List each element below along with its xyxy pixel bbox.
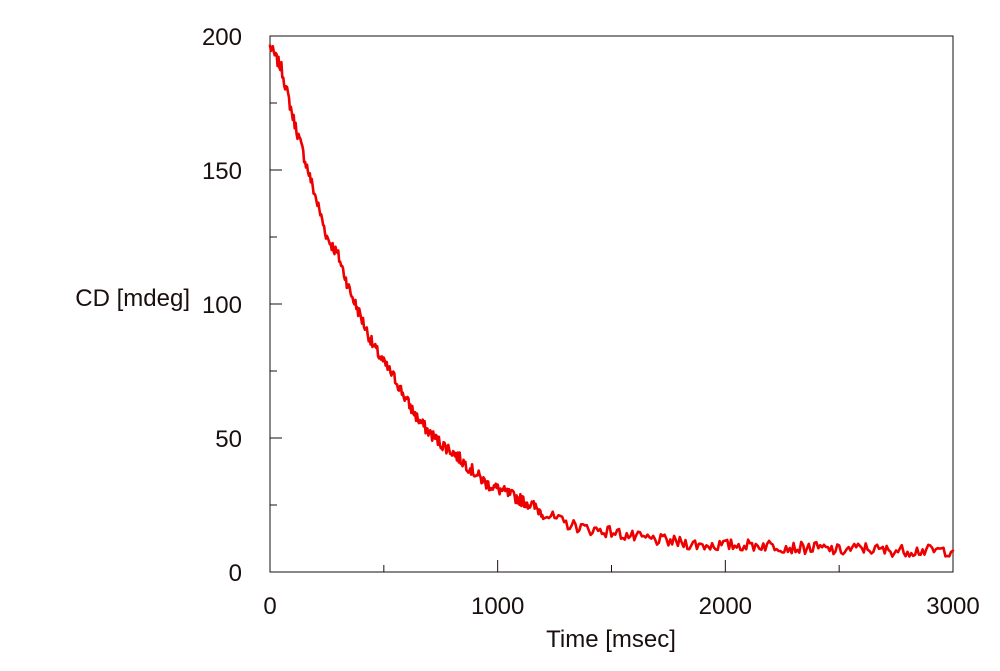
plot-frame (269, 35, 954, 573)
axis-tick-labels: 0 1000 2000 3000 0 50 100 150 200 (202, 24, 980, 620)
y-tick-label: 150 (202, 158, 242, 185)
y-tick-label: 50 (215, 426, 242, 453)
y-tick-label: 0 (229, 560, 242, 587)
x-tick-label: 0 (263, 593, 276, 620)
axis-ticks (270, 102, 840, 572)
y-tick-label: 100 (202, 292, 242, 319)
x-tick-label: 1000 (471, 593, 524, 620)
y-axis-label: CD [mdeg] (75, 285, 190, 312)
x-tick-label: 2000 (699, 593, 752, 620)
y-tick-label: 200 (202, 24, 242, 51)
x-axis-label: Time [msec] (546, 626, 676, 653)
series-line (268, 44, 955, 558)
x-tick-label: 3000 (926, 593, 979, 620)
